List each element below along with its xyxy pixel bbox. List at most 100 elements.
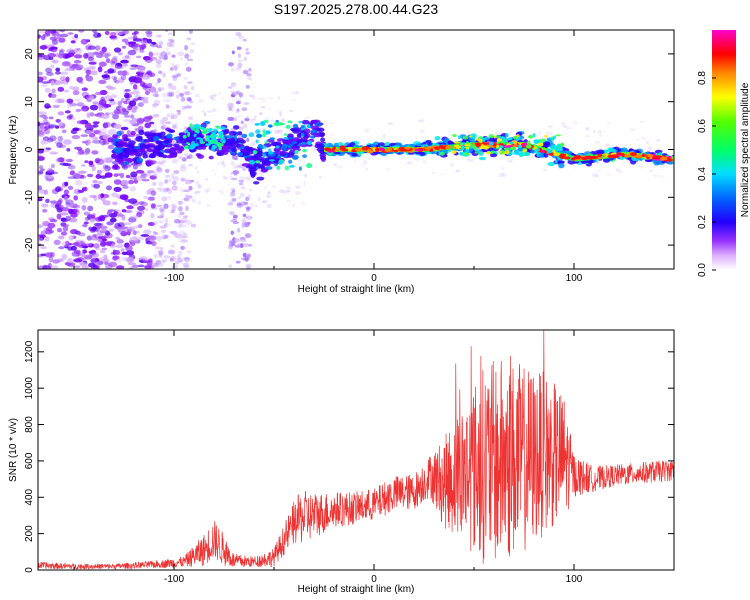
spectrogram-blob (194, 128, 199, 133)
spectrogram-blob (158, 181, 164, 187)
spectrogram-blob (115, 237, 121, 240)
spectrogram-blob (470, 136, 476, 140)
spectrogram-blob (277, 96, 281, 100)
spectrogram-blob (58, 246, 65, 250)
spectrogram-blob (255, 160, 261, 164)
spectrogram-blob (114, 157, 121, 162)
spectrogram-blob (42, 264, 47, 269)
spectrogram-blob (239, 236, 247, 243)
spectrogram-blob (168, 32, 173, 36)
spectrogram-blob (241, 107, 248, 111)
spectrogram-blob (173, 136, 180, 141)
spectrogram-blob (522, 149, 527, 153)
spectrogram-blob (201, 146, 207, 150)
spectrogram-blob (50, 60, 57, 63)
spectrogram-blob (501, 173, 507, 177)
spectrogram-blob (135, 136, 143, 142)
spectrogram-blob (184, 197, 190, 202)
spectrogram-blob (300, 125, 305, 129)
spectrogram-blob (81, 164, 86, 167)
spectrogram-blob (166, 41, 171, 47)
spectrogram-blob (549, 132, 553, 136)
spectrogram-blob (134, 175, 143, 182)
spectrogram-blob (222, 164, 226, 168)
spectrogram-blob (170, 114, 178, 119)
spectrogram-blob (268, 106, 272, 111)
spectrogram-blob (124, 92, 130, 99)
spectrogram-blob (155, 59, 162, 65)
spectrogram-blob (253, 115, 257, 118)
spectrogram-blob (498, 145, 504, 149)
spectrogram-blob (227, 202, 234, 206)
spectrogram-blob (486, 151, 491, 155)
spectrogram-blob (213, 172, 217, 176)
spectrogram-blob (38, 171, 44, 175)
spectrogram-blob (142, 259, 148, 263)
spectrogram-blob (171, 264, 179, 269)
spectrogram-blob (310, 146, 316, 149)
spectrogram-blob (178, 132, 186, 137)
spectrogram-blob (286, 128, 291, 132)
spectrogram-blob (306, 163, 313, 169)
spectrogram-blob (494, 131, 500, 136)
spectrogram-blob (325, 140, 330, 144)
snr-xtick-label: 0 (371, 574, 377, 585)
spectrogram-blob (56, 213, 62, 220)
spectrogram-blob (55, 157, 61, 163)
spectrogram-blob (165, 187, 170, 192)
spectrogram-blob (159, 225, 167, 229)
spectrogram-blob (50, 64, 55, 69)
spectrogram-blob (54, 203, 60, 210)
spectrogram-blob (100, 193, 105, 199)
spectrogram-blob (137, 206, 145, 211)
spectrogram-blob (108, 228, 115, 232)
spectrogram-blob (42, 265, 51, 269)
spectrogram-blob (292, 156, 298, 160)
snr-ytick-label: 400 (24, 488, 35, 505)
spectrogram-blob (139, 49, 145, 54)
spectrogram-blob (173, 218, 181, 224)
spectrogram-blob (320, 137, 326, 143)
spectrogram-blob (120, 230, 128, 237)
spectrogram-peak (630, 152, 637, 156)
spectrogram-core (451, 144, 455, 150)
spectrogram-blob (67, 259, 72, 263)
spectrogram-blob (126, 157, 133, 163)
spectrogram-blob (186, 104, 191, 109)
spectrogram-blob (525, 144, 532, 149)
spectrogram-blob (65, 201, 71, 208)
spectrogram-blob (114, 250, 120, 255)
spectrogram-blob (229, 241, 235, 247)
spectrogram-blob (104, 51, 112, 57)
spectrogram-blob (268, 159, 275, 162)
spectrogram-blob (46, 72, 54, 76)
spectrogram-blob (40, 122, 45, 129)
spectrogram-blob (197, 200, 202, 205)
spectrogram-blob (607, 122, 611, 125)
spectrogram-blob (118, 52, 123, 56)
spectrogram-blob (303, 181, 306, 186)
spectrogram-blob (156, 262, 164, 267)
spectrogram-blob (301, 141, 307, 145)
spectrogram-blob (295, 185, 301, 190)
spectrogram-blob (211, 169, 216, 172)
spectrogram-blob (82, 249, 88, 254)
spectrogram-blob (455, 169, 460, 173)
spectrogram-blob (246, 176, 250, 181)
spectrogram-blob (57, 111, 65, 116)
spectrogram-blob (250, 170, 257, 177)
spectrogram-blob (195, 191, 201, 194)
spectrogram-blob (43, 55, 51, 61)
spectrogram-blob (39, 45, 48, 50)
spectrogram-blob (101, 74, 110, 79)
spectrogram-blob (124, 89, 131, 92)
spectrogram-blob (50, 80, 55, 86)
spectrogram-blob (38, 154, 42, 157)
spectrogram-blob (109, 217, 117, 223)
spectrogram-blob (591, 173, 598, 178)
snr-xtick-label: -100 (164, 574, 184, 585)
spectrogram-blob (46, 137, 54, 143)
spectrogram-blob (639, 165, 644, 169)
spectrogram-blob (177, 222, 183, 229)
spectrogram-blob (95, 91, 104, 96)
